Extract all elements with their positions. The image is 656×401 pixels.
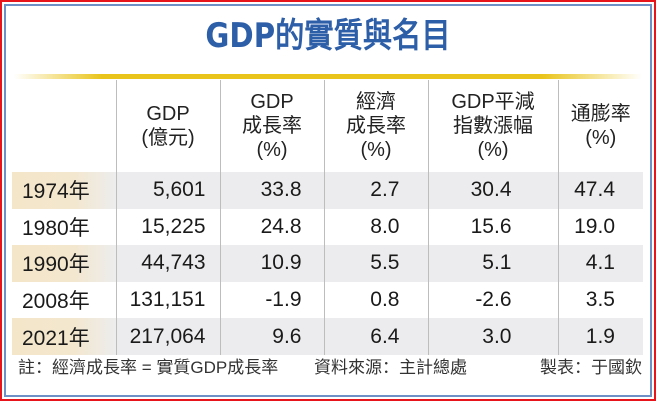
- deflator-cell: 3.0: [427, 318, 558, 355]
- header-deflator: GDP平減 指數漲幅 (%): [427, 80, 558, 172]
- inflation-cell: 4.1: [557, 245, 643, 282]
- econ-growth-cell: 8.0: [323, 208, 428, 246]
- gdp-cell: 131,151: [115, 281, 220, 319]
- year-cell: 2008年: [22, 290, 90, 314]
- econ-growth-cell: 0.8: [323, 281, 428, 319]
- data-source: 資料來源：主計總處: [314, 358, 467, 377]
- year-cell: 2021年: [12, 318, 116, 355]
- header-year: [12, 80, 116, 172]
- table-maker-credit: 製表：于國欽: [540, 358, 642, 377]
- gdp-cell: 44,743: [115, 245, 220, 282]
- inflation-cell: 19.0: [557, 208, 643, 246]
- econ-growth-cell: 6.4: [323, 318, 428, 355]
- inflation-cell: 1.9: [557, 318, 643, 355]
- econ-growth-cell: 2.7: [323, 172, 428, 209]
- gdp-table: GDP (億元) GDP 成長率 (%) 經濟 成長率 (%) GDP平減 指數…: [12, 80, 643, 355]
- inflation-cell: 3.5: [557, 281, 643, 319]
- title-accent-bar: [14, 74, 642, 79]
- footnote: 註：經濟成長率 = 實質GDP成長率: [18, 358, 279, 377]
- table-row: 1990年 44,743 10.9 5.5 5.1 4.1: [12, 245, 643, 282]
- deflator-cell: 5.1: [427, 245, 558, 282]
- year-cell: 1980年: [22, 216, 90, 240]
- gdp-growth-cell: 33.8: [219, 172, 324, 209]
- header-inflation: 通膨率 (%): [557, 80, 643, 172]
- year-cell: 1990年: [12, 245, 116, 282]
- footer: 註：經濟成長率 = 實質GDP成長率 資料來源：主計總處 製表：于國欽: [18, 355, 642, 381]
- gdp-cell: 5,601: [115, 172, 220, 209]
- gdp-cell: 217,064: [115, 318, 220, 355]
- gdp-cell: 15,225: [115, 208, 220, 246]
- header-row: GDP (億元) GDP 成長率 (%) 經濟 成長率 (%) GDP平減 指數…: [12, 80, 643, 172]
- deflator-cell: 30.4: [427, 172, 558, 209]
- deflator-cell: -2.6: [427, 281, 558, 319]
- year-cell: 1974年: [12, 172, 116, 209]
- gdp-growth-cell: -1.9: [219, 281, 324, 319]
- header-gdp: GDP (億元): [115, 80, 220, 172]
- inflation-cell: 47.4: [557, 172, 643, 209]
- gdp-growth-cell: 9.6: [219, 318, 324, 355]
- header-econ-growth: 經濟 成長率 (%): [323, 80, 428, 172]
- header-gdp-growth: GDP 成長率 (%): [219, 80, 324, 172]
- page-title: GDP的實質與名目: [205, 16, 451, 56]
- table-row: 2008年 131,151 -1.9 0.8 -2.6 3.5: [12, 281, 643, 319]
- econ-growth-cell: 5.5: [323, 245, 428, 282]
- gdp-growth-cell: 24.8: [219, 208, 324, 246]
- gdp-growth-cell: 10.9: [219, 245, 324, 282]
- table-row: 1974年 5,601 33.8 2.7 30.4 47.4: [12, 172, 643, 209]
- table-row: 1980年 15,225 24.8 8.0 15.6 19.0: [12, 208, 643, 246]
- deflator-cell: 15.6: [427, 208, 558, 246]
- table-row: 2021年 217,064 9.6 6.4 3.0 1.9: [12, 318, 643, 355]
